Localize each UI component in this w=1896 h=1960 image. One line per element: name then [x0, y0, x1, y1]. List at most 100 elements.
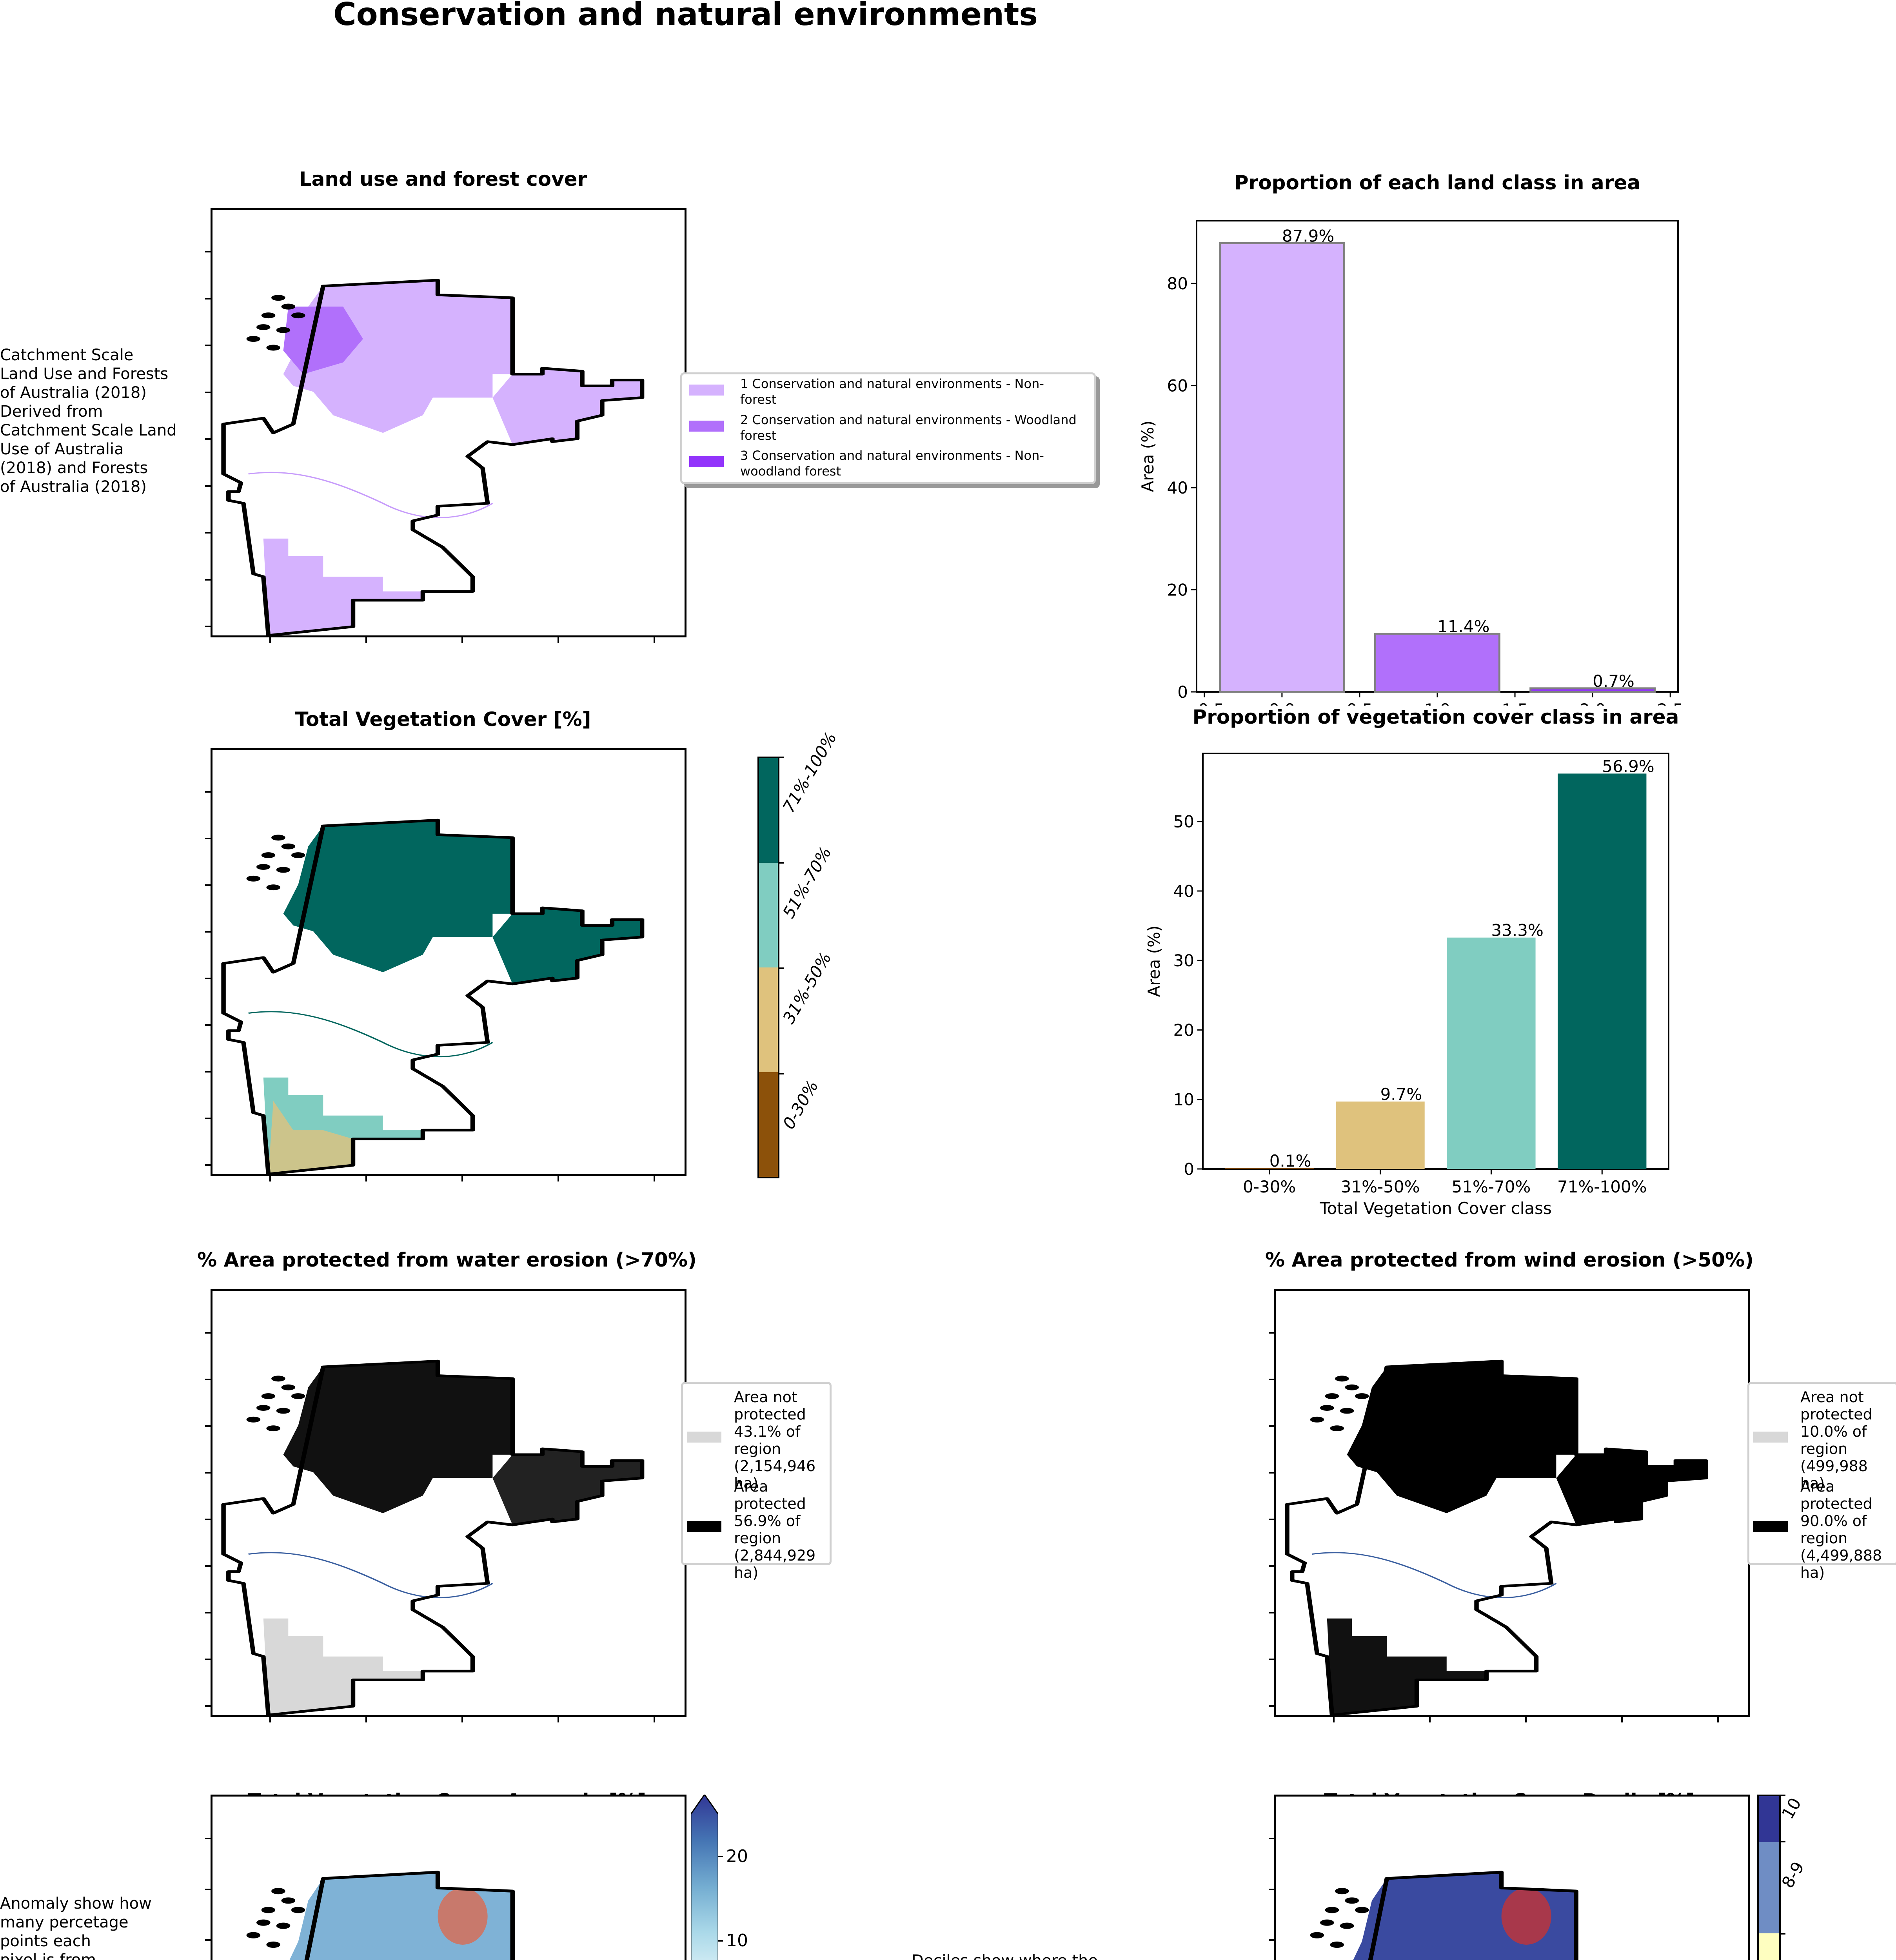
- decile-map: [1274, 1795, 1750, 1960]
- legend-item: Area not protected 10.0% of region (499,…: [1753, 1388, 1872, 1492]
- colorbar-tick: [779, 967, 784, 969]
- map-axis-tick: [365, 1176, 367, 1181]
- map-region-south: [263, 538, 423, 635]
- lake-blob: [261, 1393, 276, 1399]
- map-axis-tick: [1269, 1379, 1274, 1380]
- colorbar-label: 71%-100%: [779, 728, 841, 816]
- map-axis-tick: [365, 637, 367, 643]
- bar-data-label: 11.4%: [1437, 617, 1489, 636]
- lake-blob: [276, 1922, 291, 1929]
- map-axis-tick: [1269, 1705, 1274, 1707]
- colorbar-segment: [759, 1072, 778, 1177]
- colorbar-segment: [1759, 1933, 1779, 1960]
- lake-blob: [271, 1376, 285, 1382]
- y-tick-label: 50: [1173, 812, 1194, 831]
- anomaly-colorbar-gradient: [690, 1793, 719, 1960]
- chart-title: Proportion of each land class in area: [1234, 171, 1640, 194]
- map-axis-tick: [205, 931, 211, 933]
- bar: [1374, 633, 1500, 693]
- map-axis-tick: [205, 978, 211, 979]
- map-axis-tick: [1525, 1717, 1527, 1722]
- lake-blob: [1310, 1416, 1324, 1423]
- legend-swatch: [687, 1432, 721, 1443]
- legend-label: 1 Conservation and natural environments …: [740, 376, 1044, 407]
- page-title: Conservation and natural environments: [333, 0, 1038, 33]
- map-axis-tick: [205, 391, 211, 393]
- lake-blob: [271, 1888, 285, 1895]
- land-use-legend: 1 Conservation and natural environments …: [680, 372, 1096, 484]
- lake-blob: [256, 1405, 271, 1411]
- colorbar-tick: [779, 757, 784, 758]
- anomaly-note: Anomaly show how many percetage points e…: [0, 1895, 152, 1960]
- legend-label: 2 Conservation and natural environments …: [740, 412, 1077, 443]
- map-axis-tick: [1269, 1472, 1274, 1474]
- veg-cover-bar-chart: Proportion of vegetation cover class in …: [1137, 686, 1896, 1254]
- y-tick-label: 40: [1173, 882, 1194, 901]
- map-axis-tick: [654, 1176, 655, 1181]
- y-tick-label: 20: [1173, 1020, 1194, 1040]
- map-axis-tick: [558, 1176, 559, 1181]
- map-axis-tick: [1269, 1659, 1274, 1660]
- y-tick-label: 40: [1167, 478, 1188, 497]
- map-river: [1312, 1552, 1557, 1599]
- lake-blob: [246, 336, 261, 342]
- lake-blob: [1335, 1888, 1349, 1895]
- x-axis-label: Total Vegetation Cover class: [1319, 1199, 1552, 1218]
- y-tick-label: 80: [1167, 274, 1188, 293]
- map-axis-tick: [205, 1379, 211, 1380]
- bar-data-label: 9.7%: [1380, 1085, 1422, 1104]
- map-axis-tick: [205, 532, 211, 534]
- map-hotspot: [1501, 1888, 1551, 1945]
- map-axis-tick: [205, 1838, 211, 1839]
- legend-label: Area protected 90.0% of region (4,499,88…: [1800, 1478, 1882, 1581]
- lake-blob: [1330, 1425, 1344, 1432]
- veg-cover-map: [211, 748, 686, 1176]
- veg-cover-map-title: Total Vegetation Cover [%]: [295, 708, 591, 731]
- lake-blob: [1325, 1907, 1339, 1913]
- map-axis-tick: [1269, 1888, 1274, 1890]
- map-zone-mid: [268, 1101, 353, 1174]
- x-tick-label: 51%-70%: [1451, 1177, 1531, 1196]
- land-use-map-title: Land use and forest cover: [299, 168, 587, 191]
- y-axis-label: Area (%): [1144, 926, 1164, 997]
- y-tick-label: 60: [1167, 376, 1188, 396]
- map-axis-tick: [205, 579, 211, 581]
- wind-erosion-map-title: % Area protected from wind erosion (>50%…: [1265, 1249, 1754, 1271]
- lake-blob: [1320, 1405, 1334, 1411]
- decile-colorbar: [1757, 1795, 1781, 1960]
- legend-item: Area not protected 43.1% of region (2,15…: [687, 1388, 815, 1492]
- region-boundary: [221, 1359, 645, 1715]
- lake-blob: [276, 867, 291, 873]
- map-axis-tick: [1269, 1565, 1274, 1567]
- land-use-note: Catchment Scale Land Use and Forests of …: [0, 346, 177, 496]
- map-axis-tick: [1269, 1838, 1274, 1839]
- legend-label: Area protected 56.9% of region (2,844,92…: [734, 1478, 816, 1581]
- lake-blob: [1340, 1408, 1354, 1414]
- lake-blob: [1310, 1932, 1324, 1938]
- lake-blob: [1330, 1941, 1344, 1948]
- legend-item: 3 Conservation and natural environments …: [689, 448, 1044, 479]
- anomaly-colorbar: [690, 1793, 719, 1960]
- colorbar-tick: [718, 1855, 723, 1857]
- lake-blob: [291, 852, 305, 858]
- lake-blob: [281, 1897, 296, 1904]
- x-tick-label: 71%-100%: [1557, 1177, 1647, 1196]
- bar: [1219, 242, 1345, 693]
- lake-blob: [246, 1932, 261, 1938]
- colorbar-segment: [759, 967, 778, 1072]
- colorbar-tick: [779, 862, 784, 864]
- colorbar-segment: [759, 758, 778, 863]
- legend-label: Area not protected 10.0% of region (499,…: [1800, 1388, 1872, 1492]
- map-river: [248, 1011, 494, 1058]
- lake-blob: [266, 884, 280, 891]
- map-axis-tick: [1269, 1612, 1274, 1613]
- map-axis-tick: [205, 1332, 211, 1334]
- bar-data-label: 56.9%: [1602, 757, 1654, 776]
- legend-swatch: [1753, 1521, 1788, 1532]
- colorbar-label: 51%-70%: [779, 843, 835, 922]
- y-tick-label: 0: [1184, 1160, 1194, 1179]
- legend-swatch: [687, 1521, 721, 1532]
- colorbar-tick: [1781, 1795, 1785, 1796]
- map-axis-tick: [269, 1176, 271, 1181]
- bar: [1225, 1168, 1314, 1169]
